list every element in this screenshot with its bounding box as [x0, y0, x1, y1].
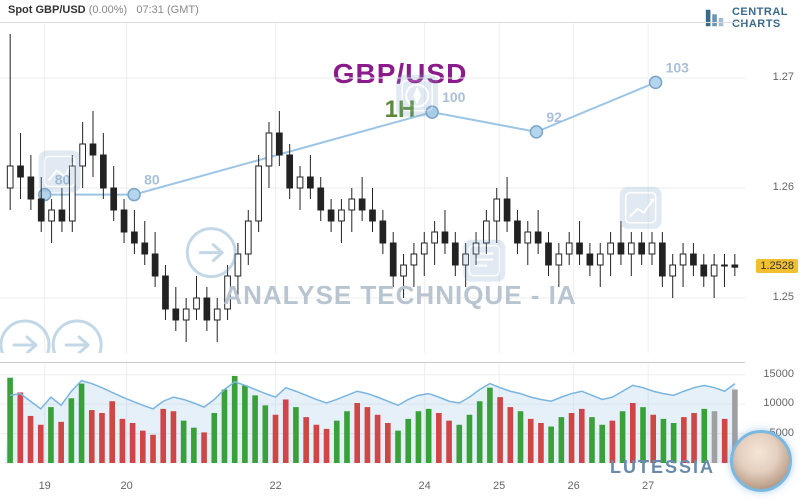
tz-label: (GMT)	[167, 4, 199, 16]
x-tick: 24	[419, 480, 431, 492]
x-tick: 26	[568, 480, 580, 492]
svg-text:103: 103	[666, 59, 690, 75]
x-axis: 19 20 22 24 25 26 27	[0, 480, 745, 498]
chart-header: Spot GBP/USD (0.00%) 07:31 (GMT)	[8, 4, 199, 16]
current-price-badge: 1.2528	[756, 259, 798, 273]
analyse-watermark: ANALYSE TECHNIQUE - IA	[223, 280, 576, 311]
x-tick: 25	[493, 480, 505, 492]
y-tick: 1.26	[773, 181, 794, 193]
volume-chart[interactable]	[0, 362, 745, 462]
lutessia-watermark: LUTESSIA	[610, 457, 715, 478]
svg-text:80: 80	[144, 172, 160, 188]
vol-y-tick: 15000	[763, 368, 794, 380]
ticker-label: Spot GBP/USD	[8, 4, 86, 16]
pct-change: (0.00%)	[89, 4, 128, 16]
svg-text:100: 100	[442, 89, 466, 105]
x-tick: 20	[121, 480, 133, 492]
avatar-icon	[730, 430, 792, 492]
vol-y-tick: 10000	[763, 397, 794, 409]
x-tick: 22	[270, 480, 282, 492]
x-tick: 19	[39, 480, 51, 492]
logo-line1: CENTRAL	[732, 6, 788, 18]
time-label: 07:31	[136, 4, 164, 16]
y-tick: 1.25	[773, 291, 794, 303]
price-y-axis: 1.25 1.26 1.27 1.2528	[745, 22, 800, 352]
svg-text:92: 92	[546, 109, 562, 125]
y-tick: 1.27	[773, 71, 794, 83]
x-tick: 27	[642, 480, 654, 492]
